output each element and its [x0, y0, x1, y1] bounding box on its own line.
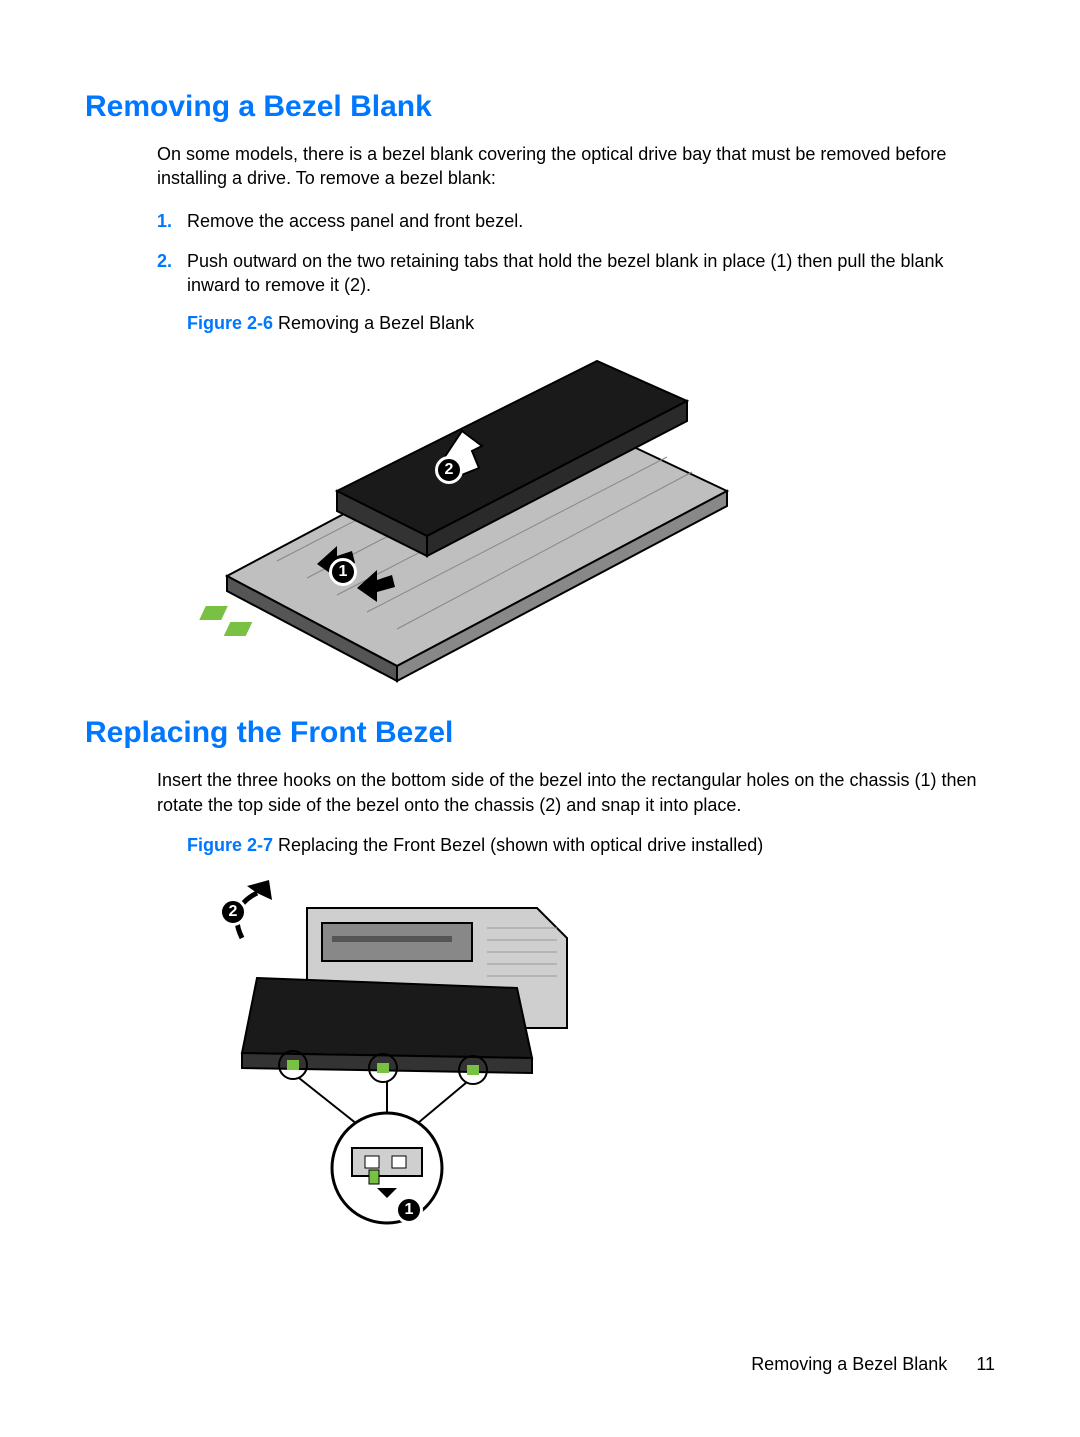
- section-heading-removing-bezel-blank: Removing a Bezel Blank: [85, 90, 995, 124]
- front-bezel-diagram-icon: [187, 868, 587, 1228]
- figure-2-6-illustration: 1 2: [187, 346, 747, 686]
- step-item: 1. Remove the access panel and front bez…: [157, 209, 995, 233]
- document-page: Removing a Bezel Blank On some models, t…: [0, 0, 1080, 1437]
- figure-2-7-caption: Figure 2-7 Replacing the Front Bezel (sh…: [187, 835, 995, 856]
- section-heading-replacing-front-bezel: Replacing the Front Bezel: [85, 716, 995, 750]
- bezel-blank-diagram-icon: [187, 346, 747, 686]
- step-text: Push outward on the two retaining tabs t…: [187, 249, 995, 298]
- figure-caption-text: Removing a Bezel Blank: [273, 313, 474, 333]
- step-number: 2.: [157, 249, 187, 298]
- step-text: Remove the access panel and front bezel.: [187, 209, 995, 233]
- callout-1: 1: [395, 1196, 423, 1224]
- section1-steps-list: 1. Remove the access panel and front bez…: [157, 209, 995, 298]
- section1-intro-text: On some models, there is a bezel blank c…: [157, 142, 995, 191]
- footer-page-number: 11: [976, 1354, 995, 1374]
- section2-intro-text: Insert the three hooks on the bottom sid…: [157, 768, 995, 817]
- figure-2-7-illustration: 2 1: [187, 868, 587, 1228]
- figure-label: Figure 2-6: [187, 313, 273, 333]
- callout-2: 2: [219, 898, 247, 926]
- figure-2-7: 2 1: [187, 868, 995, 1228]
- figure-caption-text: Replacing the Front Bezel (shown with op…: [273, 835, 763, 855]
- page-footer: Removing a Bezel Blank 11: [751, 1354, 995, 1375]
- figure-2-6-caption: Figure 2-6 Removing a Bezel Blank: [187, 313, 995, 334]
- figure-label: Figure 2-7: [187, 835, 273, 855]
- figure-2-6: 1 2: [187, 346, 995, 686]
- footer-title: Removing a Bezel Blank: [751, 1354, 947, 1374]
- step-item: 2. Push outward on the two retaining tab…: [157, 249, 995, 298]
- step-number: 1.: [157, 209, 187, 233]
